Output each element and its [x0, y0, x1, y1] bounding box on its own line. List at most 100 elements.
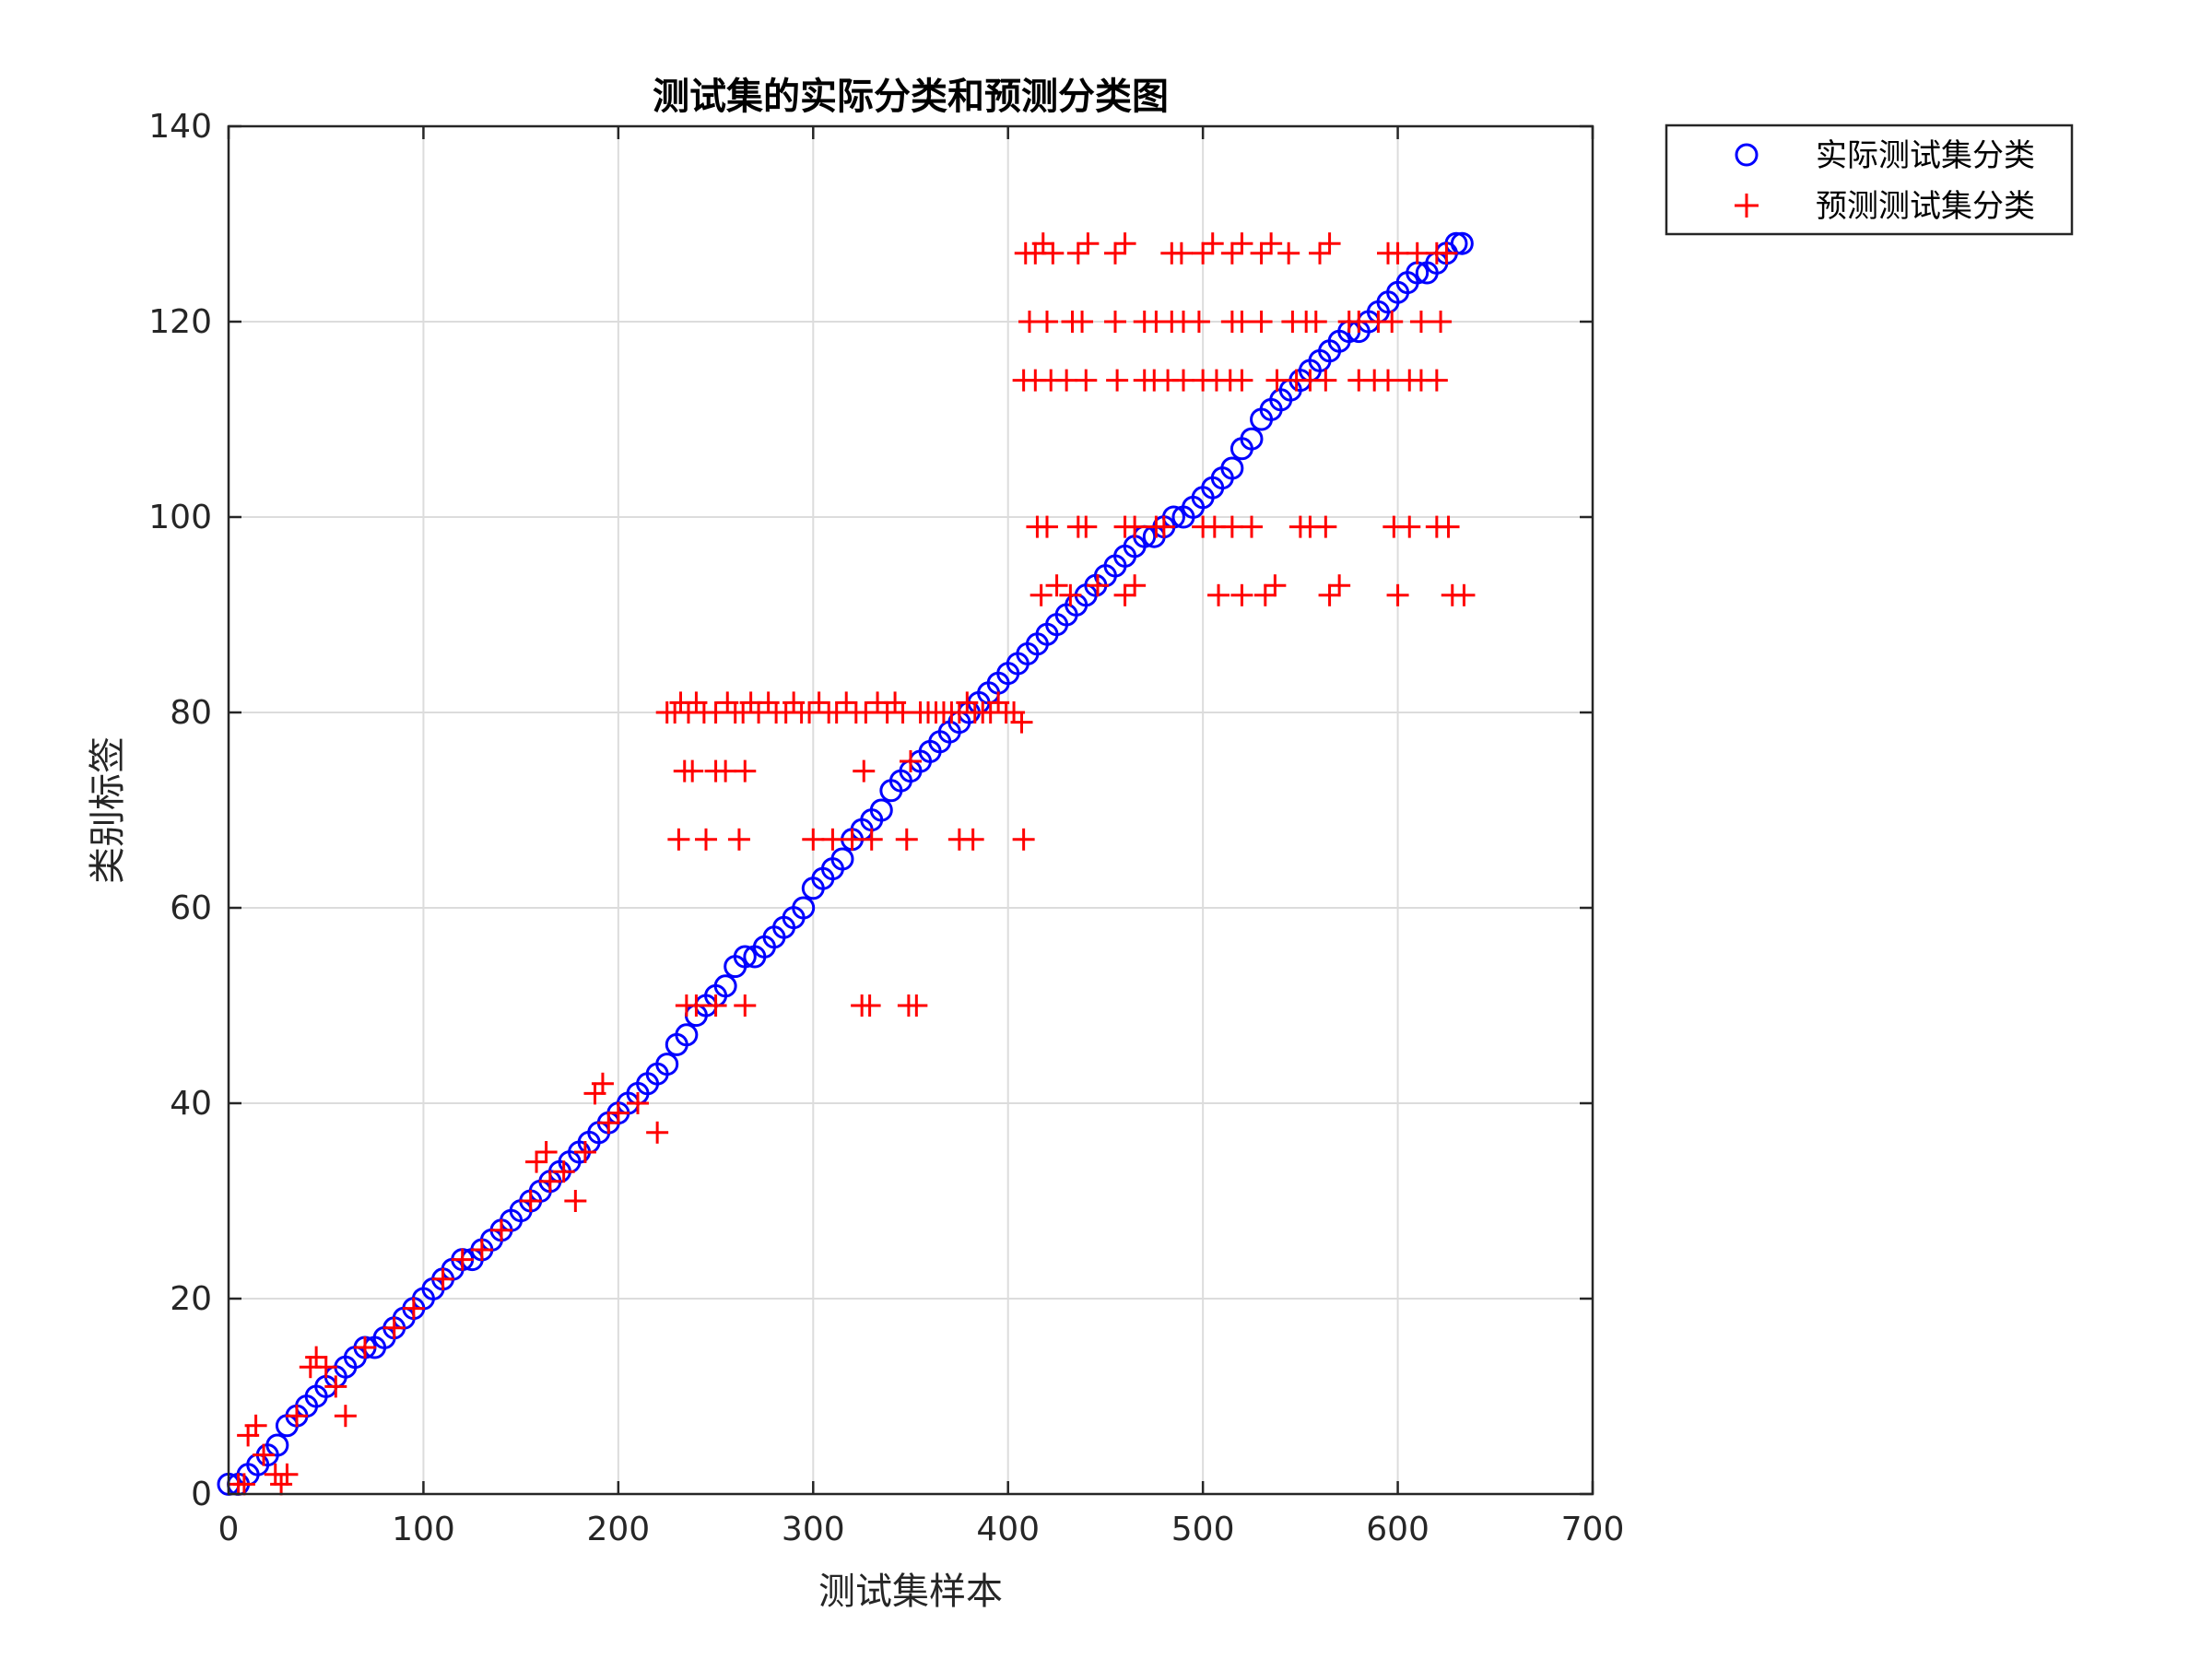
- predicted-point: [1453, 583, 1476, 606]
- predicted-point: [1304, 311, 1327, 333]
- y-tick-label: 60: [170, 889, 212, 927]
- predicted-point: [1031, 232, 1054, 255]
- actual-point: [792, 896, 816, 920]
- predicted-point: [695, 828, 717, 851]
- predicted-point: [1030, 583, 1053, 606]
- y-axis-label: 类别标签: [87, 736, 129, 884]
- predicted-point: [324, 1375, 347, 1398]
- x-tick-label: 100: [392, 1511, 455, 1548]
- legend-label-predicted: 预测测试集分类: [1816, 188, 2035, 225]
- predicted-point: [606, 1101, 629, 1124]
- predicted-point: [591, 1072, 614, 1095]
- predicted-point: [627, 1092, 649, 1114]
- predicted-point: [431, 1267, 454, 1290]
- predicted-point: [1124, 515, 1147, 538]
- predicted-point: [552, 1160, 575, 1183]
- y-tick-label: 140: [148, 108, 212, 146]
- actual-point: [713, 974, 737, 998]
- predicted-point: [451, 1248, 474, 1271]
- predicted-point: [835, 691, 858, 714]
- predicted-point: [1230, 369, 1253, 392]
- predicted-point: [1192, 241, 1215, 265]
- predicted-point: [470, 1239, 493, 1261]
- predicted-point: [490, 1218, 512, 1241]
- predicted-point: [1277, 241, 1300, 265]
- predicted-point: [1264, 574, 1287, 597]
- predicted-point: [382, 1316, 406, 1339]
- predicted-point: [1172, 369, 1194, 392]
- predicted-point: [286, 1405, 308, 1428]
- predicted-point: [734, 994, 757, 1017]
- predicted-point: [1010, 711, 1033, 734]
- x-tick-label: 600: [1366, 1511, 1430, 1548]
- predicted-point: [538, 1170, 561, 1193]
- predicted-point: [1437, 515, 1460, 538]
- x-tick-label: 0: [218, 1511, 240, 1548]
- y-tick-label: 0: [191, 1476, 212, 1513]
- predicted-point: [1036, 515, 1058, 538]
- x-tick-label: 500: [1171, 1511, 1235, 1548]
- y-tick-label: 120: [148, 303, 212, 341]
- predicted-point: [1318, 583, 1341, 606]
- x-tick-label: 400: [976, 1511, 1040, 1548]
- predicted-point: [858, 994, 881, 1017]
- predicted-point: [860, 828, 883, 851]
- axes-box: [227, 124, 1594, 1496]
- predicted-point: [798, 701, 821, 724]
- predicted-point: [314, 1356, 337, 1379]
- grid: [229, 126, 1593, 1494]
- predicted-point: [334, 1405, 357, 1428]
- predicted-point: [1055, 369, 1078, 392]
- predicted-point: [802, 828, 825, 851]
- predicted-point: [685, 994, 708, 1017]
- predicted-point: [1104, 311, 1126, 333]
- predicted-point: [1260, 232, 1283, 255]
- predicted-point: [1036, 311, 1058, 333]
- legend-box: [1665, 124, 2074, 236]
- predicted-point: [1086, 574, 1109, 597]
- predicted-point: [1075, 369, 1098, 392]
- predicted-point: [1124, 574, 1147, 597]
- predicted-point: [1425, 369, 1448, 392]
- predicted-point: [1398, 515, 1421, 538]
- predicted-point: [1318, 232, 1341, 255]
- y-tick-label: 80: [170, 694, 212, 732]
- predicted-point: [905, 994, 928, 1017]
- predicted-point: [1220, 515, 1243, 538]
- x-tick-label: 200: [586, 1511, 650, 1548]
- predicted-point: [519, 1190, 542, 1212]
- legend[interactable]: 实际测试集分类 预测测试集分类: [1665, 124, 2074, 236]
- predicted-point: [961, 828, 984, 851]
- actual-point: [265, 1433, 289, 1457]
- predicted-point: [853, 759, 876, 782]
- predicted-point: [1386, 241, 1409, 265]
- actual-point: [830, 847, 854, 871]
- predicted-point: [807, 691, 830, 714]
- actual-point: [1220, 456, 1244, 480]
- predicted-point: [402, 1297, 425, 1320]
- predicted-point: [1230, 311, 1253, 333]
- predicted-point: [564, 1190, 587, 1212]
- predicted-point: [1347, 311, 1371, 333]
- predicted-point: [525, 1150, 548, 1173]
- predicted-point: [232, 1473, 255, 1496]
- actual-point: [1240, 427, 1264, 451]
- predicted-point: [1045, 574, 1068, 597]
- predicted-point: [841, 828, 864, 851]
- predicted-point: [1113, 583, 1136, 606]
- predicted-point: [681, 759, 704, 782]
- predicted-point: [1077, 232, 1100, 255]
- predicted-point: [821, 828, 844, 851]
- predicted-point: [1170, 241, 1193, 265]
- predicted-point: [1253, 583, 1277, 606]
- predicted-point: [900, 750, 922, 772]
- predicted-point: [1071, 311, 1094, 333]
- actual-point: [733, 945, 757, 969]
- plot-area: [217, 231, 1476, 1496]
- predicted-point: [1314, 369, 1337, 392]
- predicted-point: [1152, 515, 1175, 538]
- predicted-point: [895, 828, 918, 851]
- predicted-point: [1377, 369, 1399, 392]
- y-tick-label: 40: [170, 1085, 212, 1123]
